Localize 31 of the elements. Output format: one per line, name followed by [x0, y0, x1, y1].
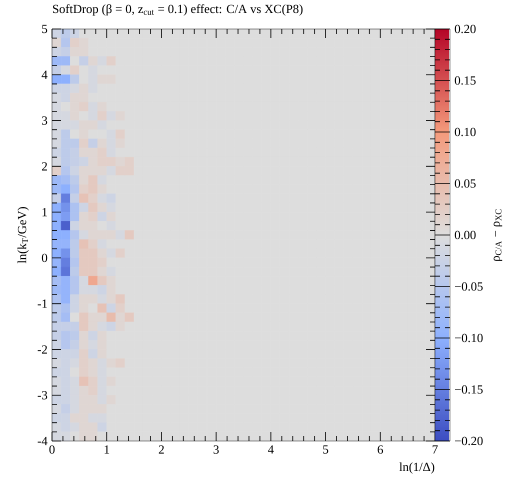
y-tick-label: -2 [38, 345, 47, 354]
x-tick-label: 3 [214, 445, 219, 454]
color-bar-title: ρ$_{C/A}$ − ρ$_{XC}$ [494, 209, 502, 261]
color-bar-label: 0.00 [454, 230, 476, 240]
y-axis-title: ln(k$_{T}$/GeV) [17, 207, 29, 264]
y-tick-label: -3 [38, 391, 48, 400]
y-tick-label: 0 [42, 254, 48, 262]
y-tick-label: -4 [38, 436, 48, 446]
color-bar-label: 0.15 [454, 76, 476, 85]
y-tick-label: 5 [42, 24, 48, 34]
x-tick-label: 7 [432, 445, 438, 454]
x-tick-label: 1 [104, 445, 110, 454]
color-bar-label: −0.05 [454, 282, 483, 291]
color-bar-label: −0.10 [454, 334, 483, 342]
color-bar-label: 0.10 [454, 128, 476, 136]
x-tick-label: 4 [268, 445, 274, 454]
x-tick-label: 6 [378, 445, 384, 454]
chart-title: SoftDrop (β = 0, z$_{cut}$ = 0.1) effect: C/A vs XC(P8) [53, 4, 303, 16]
x-tick-label: 0 [49, 445, 55, 454]
x-tick-label: 2 [158, 445, 164, 454]
color-bar-label: 0.05 [454, 179, 476, 188]
x-tick-label: 5 [323, 445, 328, 454]
x-axis-title: ln(1/Δ) [399, 462, 434, 474]
color-bar-label: −0.20 [454, 436, 483, 446]
y-tick-label: 4 [42, 70, 48, 79]
color-bar-label: 0.20 [454, 24, 476, 34]
y-tick-label: 3 [42, 116, 48, 125]
color-bar-label: −0.15 [454, 385, 483, 394]
y-tick-label: 2 [42, 162, 47, 170]
y-tick-label: 1 [42, 208, 47, 216]
y-tick-label: -1 [38, 300, 47, 308]
